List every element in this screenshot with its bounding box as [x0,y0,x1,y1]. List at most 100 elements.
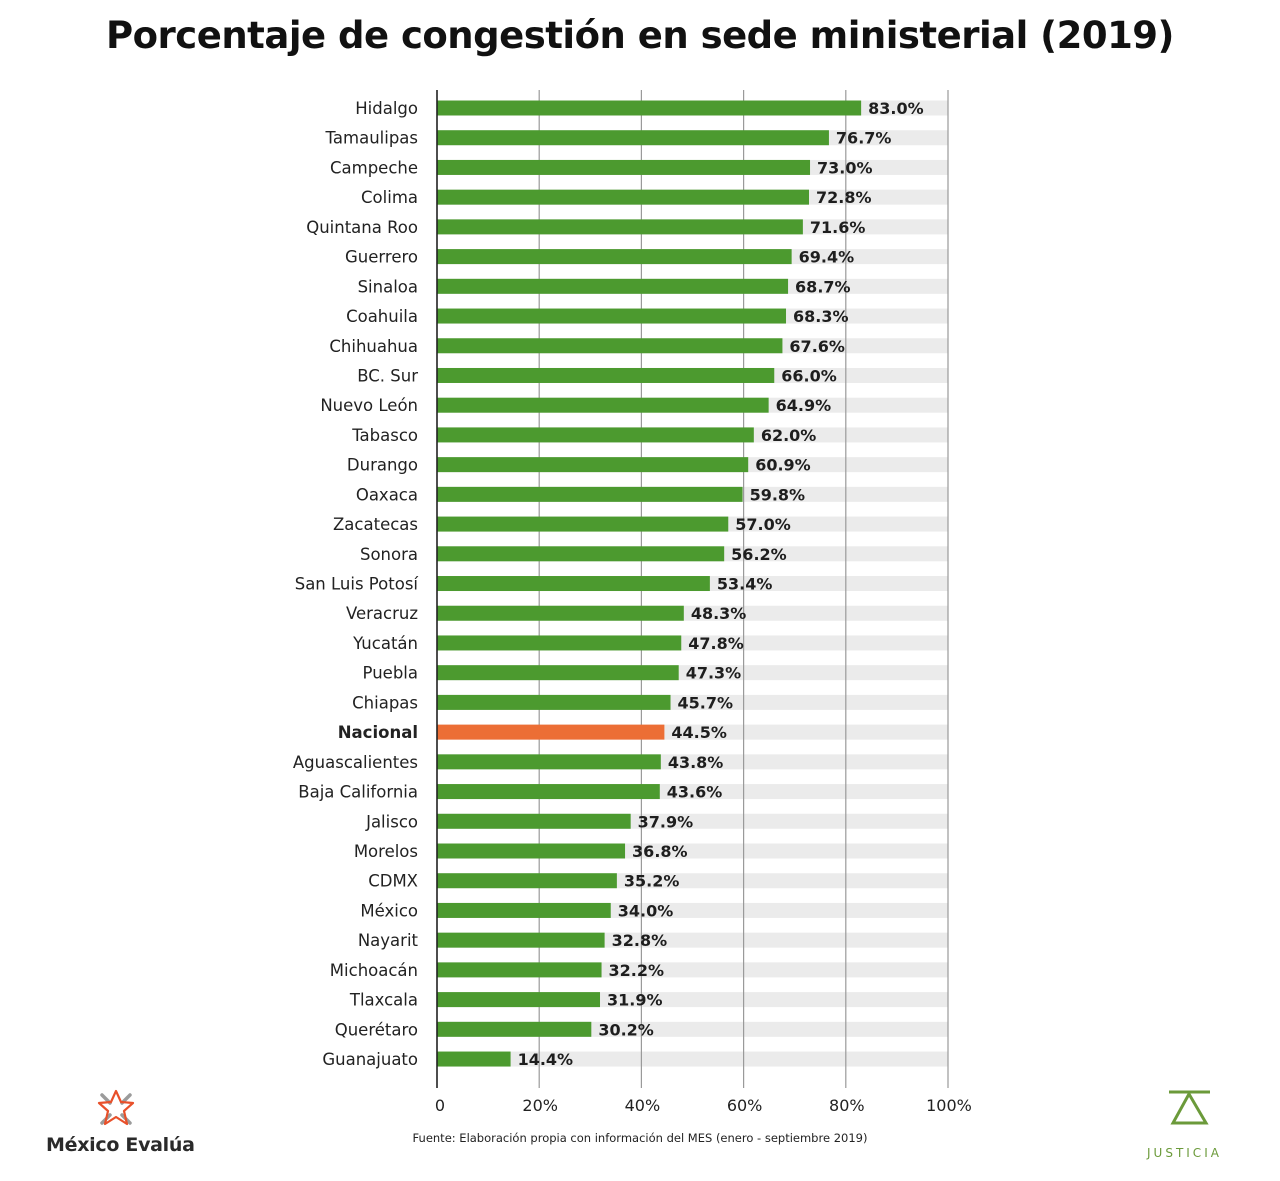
category-label: Tlaxcala [349,991,418,1010]
category-label: Baja California [298,783,418,802]
value-label: 59.8% [750,485,806,504]
bar [437,694,671,710]
value-label: 76.7% [836,129,892,148]
category-label: Campeche [330,158,418,177]
value-label: 47.3% [686,664,742,683]
star-burst-icon [97,1089,135,1126]
category-label: Coahuila [346,307,418,326]
category-label: Guanajuato [322,1050,418,1069]
bar [437,873,617,889]
category-label: Nacional [338,723,418,742]
bar [437,189,810,205]
chart-title: Porcentaje de congestión en sede ministe… [106,14,1174,57]
value-label: 72.8% [816,188,872,207]
value-label: 56.2% [731,545,787,564]
value-label: 43.8% [668,753,724,772]
value-label: 73.0% [817,158,873,177]
category-label: México [360,901,418,920]
bar-highlight [437,724,665,740]
bar [437,219,803,235]
bar [437,100,862,116]
value-label: 68.7% [795,277,851,296]
value-label: 83.0% [868,99,924,118]
value-label: 67.6% [789,337,845,356]
bar [437,367,775,383]
x-tick-label: 60% [727,1096,763,1115]
value-label: 48.3% [691,604,747,623]
bar [437,813,631,829]
bar [437,397,769,413]
scale-triangle-icon [1169,1090,1210,1125]
x-tick-labels: 0 20% 40% 60% 80% 100% [435,1096,972,1115]
category-label: Nuevo León [320,396,418,415]
value-label: 35.2% [624,872,680,891]
bar [437,784,660,800]
category-label: Sinaloa [358,277,418,296]
category-label: Jalisco [365,812,418,831]
category-label: Veracruz [346,604,418,623]
source-note: Fuente: Elaboración propia con informaci… [412,1131,868,1145]
bar [437,249,792,265]
x-tick-label: 100% [926,1096,972,1115]
bar [437,992,601,1008]
bar [437,308,787,324]
category-label: Yucatán [352,634,418,653]
category-label: Aguascalientes [293,753,418,772]
value-label: 47.8% [688,634,744,653]
value-label: 66.0% [781,366,837,385]
bar [437,576,710,592]
category-label: CDMX [368,872,418,891]
bar [437,546,725,562]
value-label: 30.2% [598,1020,654,1039]
category-label: Nayarit [358,931,419,950]
justicia-wordmark: JUSTICIA [1147,1146,1222,1160]
bar [437,1021,592,1037]
bar [437,635,682,651]
category-label: Morelos [354,842,418,861]
category-label: Querétaro [335,1020,418,1039]
mexico-evalua-wordmark: México Evalúa [46,1134,195,1156]
category-label: Colima [361,188,418,207]
category-label: BC. Sur [357,366,418,385]
value-label: 14.4% [518,1050,574,1069]
category-label: Zacatecas [333,515,418,534]
value-label: 57.0% [735,515,791,534]
value-label: 60.9% [755,456,811,475]
value-label: 62.0% [761,426,817,445]
x-tick-label: 40% [625,1096,661,1115]
value-label: 37.9% [638,812,694,831]
x-tick-label: 0 [435,1096,445,1115]
bar [437,665,679,681]
category-label: Tabasco [351,426,418,445]
x-tick-label: 80% [829,1096,865,1115]
value-label: 43.6% [667,783,723,802]
bar [437,932,605,948]
x-tick-label: 20% [522,1096,558,1115]
category-label: Guerrero [345,248,418,267]
value-label: 45.7% [678,693,734,712]
value-label: 34.0% [618,901,674,920]
value-label: 68.3% [793,307,849,326]
value-label: 32.8% [612,931,668,950]
bar [437,130,829,146]
bar [437,754,661,770]
value-label: 69.4% [799,248,855,267]
category-label: Chihuahua [329,337,418,356]
bar [437,159,811,175]
value-label: 53.4% [717,575,773,594]
bar [437,427,754,443]
bar [437,486,743,502]
bars [437,100,862,1067]
category-label: Michoacán [330,961,418,980]
bar [437,516,729,532]
bar [437,457,749,473]
value-label: 36.8% [632,842,688,861]
bar [437,278,789,294]
category-label: Oaxaca [356,485,418,504]
category-label: Durango [347,456,418,475]
category-label: San Luis Potosí [295,575,420,594]
value-label: 31.9% [607,991,663,1010]
category-label: Sonora [360,545,418,564]
value-label: 32.2% [609,961,665,980]
